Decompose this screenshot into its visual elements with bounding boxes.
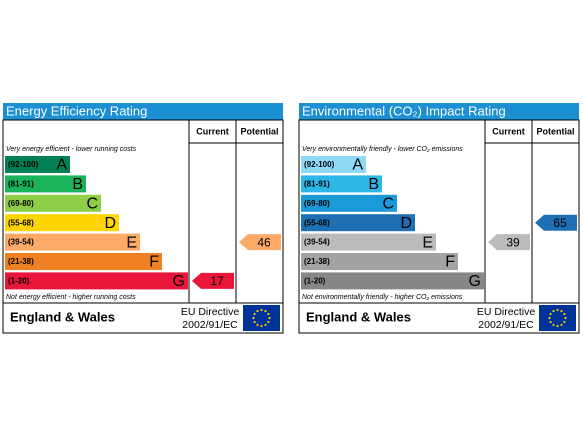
bottom-note: Not environmentally friendly - higher CO… bbox=[302, 294, 463, 301]
band-range: (92-100) bbox=[8, 160, 39, 169]
eu-star bbox=[552, 309, 555, 313]
band-range: (69-80) bbox=[304, 199, 330, 208]
footer-directive-code: 2002/91/EC bbox=[182, 319, 238, 331]
band-range: (21-38) bbox=[8, 257, 34, 266]
eu-star bbox=[260, 308, 263, 312]
band-range: (69-80) bbox=[8, 199, 34, 208]
band-letter: B bbox=[368, 176, 379, 193]
rating-value: 17 bbox=[210, 274, 224, 288]
column-header: Potential bbox=[240, 126, 278, 136]
band-letter: A bbox=[56, 157, 67, 174]
eu-star bbox=[253, 312, 256, 316]
eu-star bbox=[564, 316, 567, 320]
band-range: (21-38) bbox=[304, 257, 330, 266]
eu-star bbox=[556, 324, 559, 328]
eu-star bbox=[256, 323, 259, 327]
rating-band bbox=[5, 175, 86, 193]
band-range: (55-68) bbox=[8, 218, 34, 227]
footer-region: England & Wales bbox=[306, 309, 411, 324]
footer-directive: EU Directive bbox=[181, 306, 240, 318]
rating-band bbox=[301, 253, 458, 270]
title-bar bbox=[3, 103, 283, 120]
band-letter: E bbox=[422, 234, 433, 251]
column-header: Current bbox=[196, 126, 229, 136]
rating-band bbox=[301, 214, 415, 232]
rating-value: 46 bbox=[257, 235, 271, 249]
column-header: Current bbox=[492, 126, 525, 136]
eu-star bbox=[264, 323, 267, 327]
panel-title: Energy Efficiency Rating bbox=[6, 103, 147, 118]
eu-star bbox=[260, 324, 263, 328]
eu-star bbox=[267, 320, 270, 324]
band-range: (81-91) bbox=[304, 180, 330, 189]
rating-band bbox=[301, 156, 366, 173]
band-range: (39-54) bbox=[8, 238, 34, 247]
footer-directive: EU Directive bbox=[477, 306, 536, 318]
band-letter: F bbox=[445, 254, 455, 271]
band-letter: C bbox=[86, 196, 98, 213]
bottom-note: Not energy efficient - higher running co… bbox=[6, 294, 136, 301]
title-bar bbox=[299, 103, 579, 120]
eu-star bbox=[253, 320, 256, 324]
eu-star bbox=[556, 308, 559, 312]
band-range: (55-68) bbox=[304, 218, 330, 227]
eu-star bbox=[552, 323, 555, 327]
rating-value: 39 bbox=[506, 235, 520, 249]
eu-star bbox=[560, 323, 563, 327]
rating-band bbox=[301, 272, 484, 290]
rating-band bbox=[301, 175, 382, 193]
panel-title: Environmental (CO₂) Impact Rating bbox=[302, 103, 506, 118]
rating-band bbox=[5, 233, 140, 251]
rating-arrow bbox=[535, 214, 577, 231]
rating-arrow bbox=[192, 272, 234, 289]
rating-band bbox=[5, 214, 119, 232]
band-range: (1-20) bbox=[8, 277, 30, 286]
band-letter: E bbox=[126, 234, 137, 251]
band-letter: F bbox=[149, 254, 159, 271]
rating-band bbox=[301, 194, 397, 212]
band-letter: G bbox=[469, 273, 481, 290]
band-range: (92-100) bbox=[304, 160, 335, 169]
footer-region: England & Wales bbox=[10, 309, 115, 324]
band-letter: D bbox=[400, 215, 412, 232]
band-letter: C bbox=[382, 196, 394, 213]
band-letter: A bbox=[352, 157, 363, 174]
band-letter: B bbox=[72, 176, 83, 193]
rating-band bbox=[5, 253, 162, 270]
footer-directive-code: 2002/91/EC bbox=[478, 319, 534, 331]
eu-flag bbox=[243, 305, 280, 331]
rating-band bbox=[301, 233, 436, 251]
top-note: Very environmentally friendly - lower CO… bbox=[302, 146, 463, 153]
eu-star bbox=[549, 320, 552, 324]
rating-band bbox=[5, 194, 101, 212]
top-note: Very energy efficient - lower running co… bbox=[6, 146, 137, 153]
band-range: (1-20) bbox=[304, 277, 326, 286]
band-range: (39-54) bbox=[304, 238, 330, 247]
band-range: (81-91) bbox=[8, 180, 34, 189]
panel-border bbox=[2, 119, 284, 334]
column-header: Potential bbox=[536, 126, 574, 136]
rating-arrow bbox=[239, 234, 281, 251]
eu-star bbox=[549, 312, 552, 316]
band-letter: G bbox=[173, 273, 185, 290]
rating-band bbox=[5, 156, 70, 173]
eu-star bbox=[560, 309, 563, 313]
eu-star bbox=[563, 312, 566, 316]
rating-band bbox=[5, 272, 188, 290]
eu-star bbox=[563, 320, 566, 324]
band-letter: D bbox=[104, 215, 116, 232]
eu-star bbox=[268, 316, 271, 320]
eu-flag bbox=[539, 305, 576, 331]
rating-arrow bbox=[488, 234, 530, 251]
eu-star bbox=[264, 309, 267, 313]
eu-star bbox=[548, 316, 551, 320]
rating-value: 65 bbox=[553, 216, 567, 230]
panel-border bbox=[298, 119, 580, 334]
eu-star bbox=[267, 312, 270, 316]
eu-star bbox=[252, 316, 255, 320]
eu-star bbox=[256, 309, 259, 313]
